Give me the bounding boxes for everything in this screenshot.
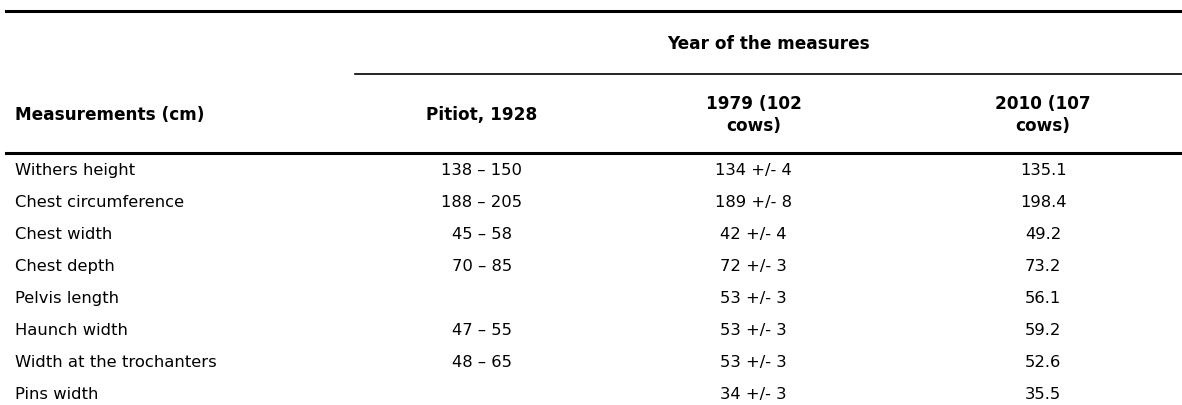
Text: 189 +/- 8: 189 +/- 8 xyxy=(715,194,792,209)
Text: Pins width: Pins width xyxy=(15,386,99,401)
Text: Pelvis length: Pelvis length xyxy=(15,290,119,305)
Text: 35.5: 35.5 xyxy=(1025,386,1061,401)
Text: Width at the trochanters: Width at the trochanters xyxy=(15,354,217,369)
Text: 53 +/- 3: 53 +/- 3 xyxy=(720,290,787,305)
Text: 53 +/- 3: 53 +/- 3 xyxy=(720,322,787,337)
Text: 53 +/- 3: 53 +/- 3 xyxy=(720,354,787,369)
Text: 70 – 85: 70 – 85 xyxy=(452,258,512,273)
Text: 56.1: 56.1 xyxy=(1025,290,1061,305)
Text: Haunch width: Haunch width xyxy=(15,322,128,337)
Text: 42 +/- 4: 42 +/- 4 xyxy=(720,226,787,241)
Text: Pitiot, 1928: Pitiot, 1928 xyxy=(426,105,538,124)
Text: 198.4: 198.4 xyxy=(1020,194,1066,209)
Text: 1979 (102
cows): 1979 (102 cows) xyxy=(706,94,801,134)
Text: 188 – 205: 188 – 205 xyxy=(441,194,522,209)
Text: 34 +/- 3: 34 +/- 3 xyxy=(720,386,787,401)
Text: 48 – 65: 48 – 65 xyxy=(452,354,512,369)
Text: 138 – 150: 138 – 150 xyxy=(441,162,522,177)
Text: 49.2: 49.2 xyxy=(1025,226,1061,241)
Text: 2010 (107
cows): 2010 (107 cows) xyxy=(995,94,1091,134)
Text: 59.2: 59.2 xyxy=(1025,322,1061,337)
Text: 73.2: 73.2 xyxy=(1025,258,1061,273)
Text: Withers height: Withers height xyxy=(15,162,136,177)
Text: 52.6: 52.6 xyxy=(1025,354,1061,369)
Text: Measurements (cm): Measurements (cm) xyxy=(15,105,204,124)
Text: Chest depth: Chest depth xyxy=(15,258,115,273)
Text: 45 – 58: 45 – 58 xyxy=(452,226,512,241)
Text: Chest circumference: Chest circumference xyxy=(15,194,184,209)
Text: Year of the measures: Year of the measures xyxy=(667,34,870,53)
Text: 72 +/- 3: 72 +/- 3 xyxy=(720,258,787,273)
Text: Chest width: Chest width xyxy=(15,226,112,241)
Text: 134 +/- 4: 134 +/- 4 xyxy=(715,162,792,177)
Text: 47 – 55: 47 – 55 xyxy=(452,322,512,337)
Text: 135.1: 135.1 xyxy=(1020,162,1066,177)
